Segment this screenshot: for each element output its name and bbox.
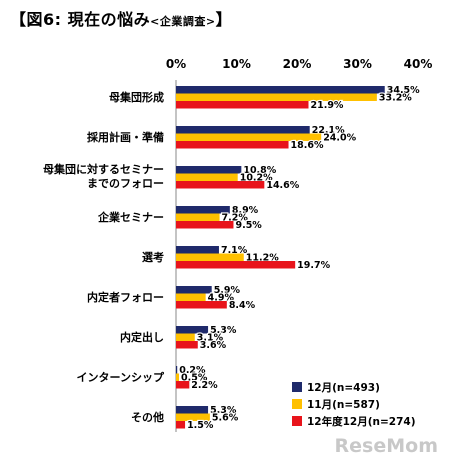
bar-prev-dec — [176, 261, 296, 269]
data-label: 8.9% — [232, 205, 259, 216]
bar-prev-dec — [176, 301, 227, 309]
bar-nov — [176, 173, 238, 181]
bar-nov — [176, 133, 322, 141]
legend-label: 11月(n=587) — [307, 399, 380, 411]
category-label: 母集団形成 — [109, 90, 164, 104]
category-label: インターンシップ — [77, 370, 165, 384]
x-tick-label: 30% — [343, 57, 372, 71]
watermark-logo: ReseMom — [335, 435, 438, 457]
legend-swatch — [292, 416, 302, 426]
bar-nov — [176, 333, 195, 341]
data-label: 5.9% — [214, 285, 241, 296]
legend-label: 12年度12月(n=274) — [307, 415, 416, 428]
category-label: 内定出し — [120, 330, 164, 344]
x-tick-label: 10% — [222, 57, 251, 71]
bar-dec — [176, 366, 178, 374]
legend-label: 12月(n=493) — [307, 382, 380, 394]
bar-prev-dec — [176, 221, 234, 229]
legend-swatch — [292, 382, 302, 392]
title-close-bracket: 】 — [215, 10, 233, 29]
data-label: 3.1% — [197, 333, 224, 344]
category-label: までのフォロー — [87, 177, 164, 190]
category-label: 選考 — [142, 250, 164, 264]
bar-dec — [176, 246, 219, 254]
chart-title: 【図6: 現在の悩み<企業調査>】 — [10, 6, 232, 30]
data-label: 2.2% — [191, 380, 218, 391]
x-tick-label: 0% — [166, 57, 186, 71]
data-label: 18.6% — [291, 140, 324, 151]
category-label: その他 — [131, 410, 164, 424]
data-label: 5.3% — [210, 405, 237, 416]
category-label: 企業セミナー — [97, 210, 164, 224]
data-label: 8.4% — [229, 300, 256, 311]
bar-prev-dec — [176, 181, 265, 189]
bar-dec — [176, 206, 230, 214]
legend-swatch — [292, 399, 302, 409]
data-label: 5.6% — [212, 413, 239, 424]
bar-nov — [176, 253, 244, 261]
bar-nov — [176, 413, 210, 421]
data-label: 5.3% — [210, 325, 237, 336]
bar-dec — [176, 326, 209, 334]
bar-prev-dec — [176, 421, 186, 429]
title-main: 図6: 現在の悩み — [26, 10, 151, 29]
bar-dec — [176, 406, 209, 414]
bar-dec — [176, 286, 212, 294]
data-label: 0.2% — [179, 365, 206, 376]
data-label: 19.7% — [297, 260, 330, 271]
bar-prev-dec — [176, 381, 190, 389]
data-label: 10.8% — [243, 165, 276, 176]
bar-prev-dec — [176, 101, 309, 109]
bar-prev-dec — [176, 341, 198, 349]
bar-nov — [176, 93, 377, 101]
title-subtitle: <企業調査> — [150, 15, 216, 28]
bar-prev-dec — [176, 141, 289, 149]
data-label: 9.5% — [235, 220, 262, 231]
data-label: 33.2% — [379, 93, 412, 104]
data-label: 14.6% — [266, 180, 299, 191]
x-tick-label: 20% — [283, 57, 312, 71]
data-label: 21.9% — [310, 100, 343, 111]
data-label: 1.5% — [187, 420, 214, 431]
category-label: 母集団に対するセミナー — [43, 162, 164, 176]
bar-dec — [176, 166, 242, 174]
bar-nov — [176, 293, 206, 301]
bar-nov — [176, 373, 180, 381]
bar-dec — [176, 86, 385, 94]
bar-nov — [176, 213, 220, 221]
category-label: 採用計画・準備 — [87, 130, 164, 144]
data-label: 34.5% — [387, 85, 420, 96]
category-label: 内定者フォロー — [87, 290, 164, 304]
x-tick-label: 40% — [404, 57, 433, 71]
data-label: 3.6% — [200, 340, 227, 351]
title-open-bracket: 【 — [10, 10, 27, 29]
data-label: 24.0% — [323, 133, 356, 144]
bar-dec — [176, 126, 310, 134]
